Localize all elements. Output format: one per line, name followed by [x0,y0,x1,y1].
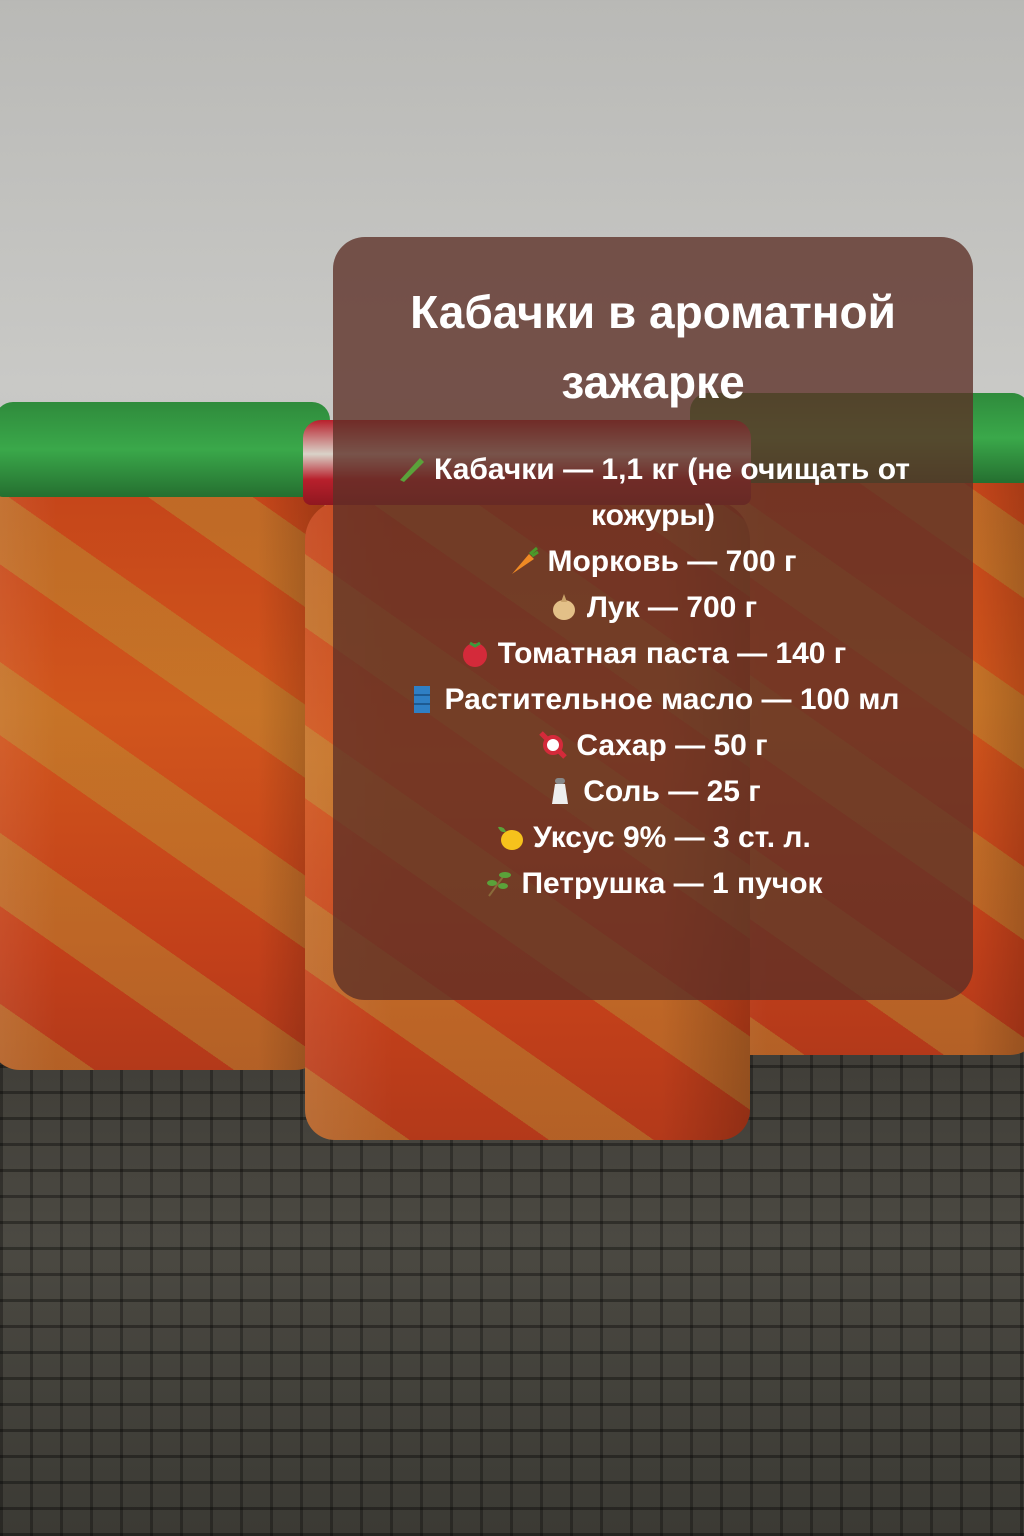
lemon-icon [498,826,524,850]
ingredient-text: Петрушка — 1 пучок [521,867,823,900]
ingredient-item: Сахар — 50 г [333,723,973,769]
ingredient-text: Соль — 25 г [583,775,761,808]
lid-left [0,402,330,497]
ingredient-list: Кабачки — 1,1 кг (не очищать от кожуры) … [333,447,973,907]
ingredient-text: Уксус 9% — 3 ст. л. [533,821,811,854]
ingredient-text: Лук — 700 г [586,591,758,624]
ingredient-item: Томатная паста — 140 г [333,631,973,677]
ingredient-text: Сахар — 50 г [576,729,768,762]
oil-barrel-icon [413,686,430,713]
recipe-title: Кабачки в ароматной зажарке [410,286,896,408]
ingredient-text: Кабачки — 1,1 кг (не очищать от кожуры) [434,453,910,532]
tomato-icon [462,641,487,667]
recipe-card: Кабачки в ароматной зажарке Кабачки — 1,… [333,237,973,1000]
ingredient-item: Соль — 25 г [333,769,973,815]
jar-left [0,470,325,1070]
herb-icon [487,872,512,897]
ingredient-text: Морковь — 700 г [547,545,797,578]
ingredient-item: Лук — 700 г [333,585,973,631]
ingredient-item: Уксус 9% — 3 ст. л. [333,815,973,861]
ingredient-text: Томатная паста — 140 г [497,637,847,670]
ingredient-item: Растительное масло — 100 мл [333,677,973,723]
salt-shaker-icon [552,778,569,804]
candy-icon [539,731,568,759]
onion-icon [552,594,575,620]
ingredient-item: Кабачки — 1,1 кг (не очищать от кожуры) [333,447,973,539]
ingredient-item: Морковь — 700 г [333,539,973,585]
ingredient-item: Петрушка — 1 пучок [333,861,973,907]
cucumber-icon [400,458,425,482]
ingredient-text: Растительное масло — 100 мл [444,683,900,716]
carrot-icon [512,546,540,574]
